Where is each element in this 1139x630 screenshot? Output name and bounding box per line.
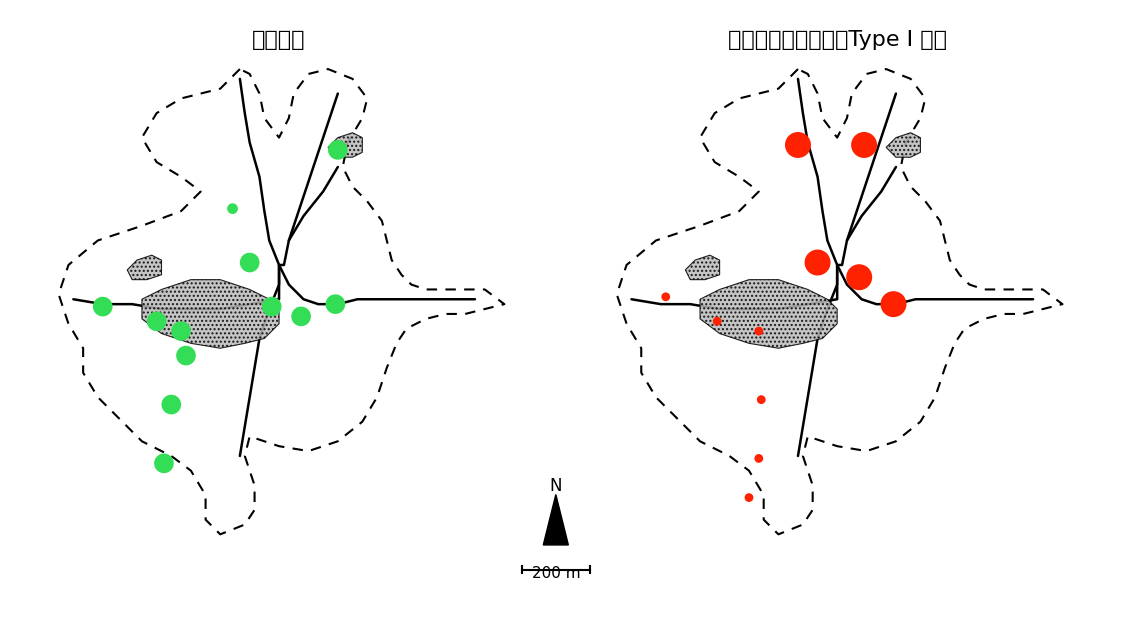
Point xyxy=(752,394,770,404)
Point xyxy=(329,145,347,155)
Point xyxy=(162,399,180,410)
Point xyxy=(147,316,166,326)
Point xyxy=(656,292,674,302)
Polygon shape xyxy=(328,133,362,158)
Point xyxy=(708,316,727,326)
Point xyxy=(240,258,259,268)
Point xyxy=(884,299,902,309)
Point xyxy=(740,493,759,503)
Polygon shape xyxy=(686,255,720,280)
Point xyxy=(789,140,808,150)
Point xyxy=(292,311,310,321)
Point xyxy=(850,272,868,282)
Point xyxy=(326,299,344,309)
Point xyxy=(223,203,241,214)
Polygon shape xyxy=(886,133,920,158)
Polygon shape xyxy=(700,280,837,348)
Point xyxy=(809,258,827,268)
Point xyxy=(155,458,173,468)
Point xyxy=(749,454,768,464)
Polygon shape xyxy=(128,255,162,280)
Point xyxy=(855,140,874,150)
Point xyxy=(749,326,768,336)
Point xyxy=(93,302,112,312)
Title: ドジョウの近縁種（Type I 種）: ドジョウの近縁種（Type I 種） xyxy=(728,30,947,50)
Point xyxy=(172,326,190,336)
Text: 200 m: 200 m xyxy=(532,566,580,581)
Polygon shape xyxy=(142,280,279,348)
Point xyxy=(177,350,195,360)
Point xyxy=(263,302,281,312)
Title: ドジョウ: ドジョウ xyxy=(253,30,305,50)
Text: N: N xyxy=(550,476,562,495)
